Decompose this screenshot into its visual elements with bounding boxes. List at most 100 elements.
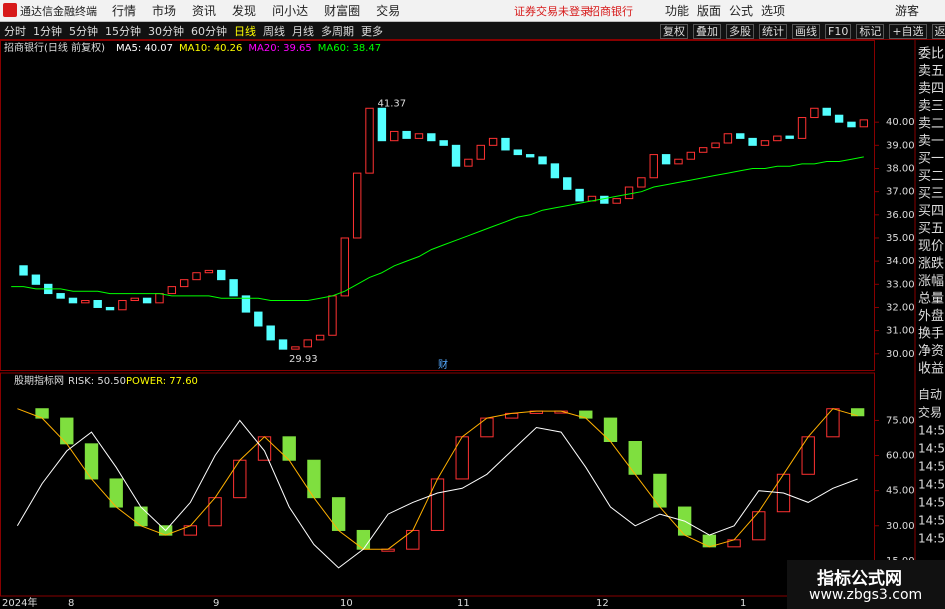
period-tab[interactable]: 多周期 [321, 25, 354, 38]
y-tick-label: 36.00 [886, 210, 915, 221]
period-tab[interactable]: 60分钟 [191, 25, 227, 38]
candle [451, 144, 461, 167]
candle [698, 147, 708, 153]
quote-label: 涨跌 [918, 256, 944, 272]
candle [328, 295, 337, 336]
candle [68, 297, 78, 304]
period-tab[interactable]: 月线 [292, 25, 314, 38]
date-label: 8 [68, 598, 74, 609]
power-bar [850, 408, 865, 417]
risk-label: RISK: 50.50 [68, 376, 126, 387]
menu-item[interactable]: 公式 [729, 4, 754, 18]
date-label: 11 [457, 598, 470, 609]
menu-item[interactable]: 市场 [152, 4, 177, 18]
period-tab[interactable]: 日线 [234, 25, 256, 38]
quote-label: 卖一 [918, 134, 944, 149]
toolbar-button[interactable]: 返回 [931, 24, 945, 39]
quote-label: 卖三 [918, 99, 944, 114]
date-label: 10 [340, 598, 353, 609]
candle [303, 339, 312, 348]
period-tab[interactable]: 1分钟 [33, 25, 62, 38]
menu-item[interactable]: 版面 [697, 4, 722, 18]
menu-item[interactable]: 交易 [376, 4, 401, 18]
period-tab[interactable]: 分时 [4, 25, 26, 38]
toolbar-button[interactable]: 叠加 [693, 24, 721, 39]
candle [723, 133, 733, 144]
period-tab[interactable]: 周线 [263, 25, 285, 38]
candle [56, 293, 65, 299]
menu-item[interactable]: 发现 [232, 4, 257, 18]
quote-label: 买二 [918, 169, 944, 184]
candle [736, 133, 745, 139]
menu-item[interactable]: 问小达 [272, 4, 309, 18]
date-label: 2024年 [2, 596, 37, 609]
candle [192, 272, 201, 281]
power-bar [233, 459, 247, 499]
user[interactable]: 游客 [895, 4, 920, 18]
ma-label: MA10: 40.26 [179, 43, 242, 54]
candle [377, 107, 387, 142]
candle [439, 140, 448, 146]
watermark-url: www.zbgs3.com [809, 587, 923, 603]
candle [204, 269, 214, 274]
stock-name: 招商银行 [589, 5, 633, 18]
candle [550, 163, 560, 179]
power-label: POWER: 77.60 [126, 376, 198, 387]
candle [291, 346, 300, 350]
period-tab[interactable]: 15分钟 [105, 25, 141, 38]
trade-label: 14:56 [918, 424, 945, 438]
quote-label: 买一 [918, 152, 944, 167]
toolbar-button[interactable]: F10 [825, 24, 852, 39]
y-tick-label: 31.00 [886, 326, 915, 337]
toolbar: 分时 1分钟 5分钟 15分钟 30分钟 60分钟 日线 周线 月线 多周期 更多 复权 叠加 多股 统计… [0, 22, 945, 40]
candle [501, 137, 510, 151]
toolbar-button[interactable]: +自选 [889, 24, 927, 39]
y-tick-label: 34.00 [886, 256, 915, 267]
candle [674, 158, 683, 165]
quote-label: 买三 [918, 187, 944, 202]
watermark-title: 指标公式网 [817, 569, 902, 589]
quote-label: 涨幅 [918, 274, 944, 289]
quote-label: 换手 [918, 327, 944, 342]
candle [278, 339, 288, 350]
period-tab[interactable]: 5分钟 [69, 25, 98, 38]
candle [686, 151, 696, 160]
candle [661, 154, 671, 165]
toolbar-button[interactable]: 统计 [759, 24, 787, 39]
menu-item[interactable]: 资讯 [192, 4, 217, 18]
toolbar-button[interactable]: 多股 [726, 24, 754, 39]
candle [822, 107, 831, 116]
menu-item[interactable]: 行情 [112, 4, 137, 18]
candle [773, 135, 782, 142]
menu-item[interactable]: 功能 [665, 4, 690, 18]
candle [229, 279, 238, 297]
quote-label: 现价 [918, 239, 944, 254]
trade-label: 14:56 [918, 514, 945, 528]
date-label: 1 [740, 598, 746, 609]
candle [859, 119, 869, 128]
candle [575, 188, 584, 202]
candle [402, 130, 411, 139]
toolbar-button[interactable]: 标记 [856, 24, 885, 39]
quote-label: 卖二 [918, 117, 944, 132]
y-tick-label: 39.00 [886, 140, 915, 151]
period-tab[interactable]: 更多 [361, 25, 383, 38]
candle [624, 186, 634, 200]
y-tick-label: 35.00 [886, 233, 915, 244]
candle [637, 177, 646, 188]
power-bar [455, 436, 469, 480]
toolbar-button[interactable]: 复权 [660, 24, 688, 39]
candle [488, 137, 498, 146]
quote-label: 买五 [918, 222, 944, 237]
candle [525, 154, 535, 158]
trade-label: 14:56 [918, 460, 945, 474]
period-tab[interactable]: 30分钟 [148, 25, 184, 38]
toolbar-button[interactable]: 画线 [792, 24, 820, 39]
menu-item[interactable]: 财富圈 [324, 4, 361, 18]
candle [427, 133, 436, 142]
menu-item[interactable]: 选项 [761, 4, 786, 18]
candle [365, 107, 374, 174]
y-tick-label: 32.00 [886, 302, 915, 313]
candle [810, 107, 819, 119]
